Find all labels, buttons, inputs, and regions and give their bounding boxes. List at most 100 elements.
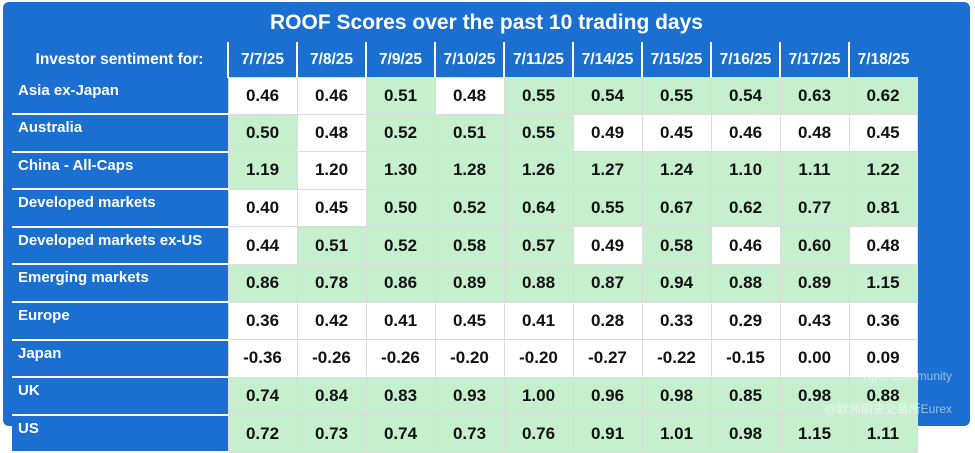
score-cell: 0.57 (503, 226, 574, 265)
score-cell: 1.00 (503, 376, 574, 416)
row-label: Developed markets (12, 189, 228, 228)
table-row: Japan -0.36 -0.26 -0.26 -0.20 -0.20 -0.27 -0.22… (12, 339, 918, 379)
score-cell: 0.52 (365, 226, 436, 265)
score-cell: 1.01 (641, 414, 712, 453)
score-cell: 0.78 (296, 263, 367, 303)
score-cell: -0.27 (572, 339, 643, 378)
score-cell: 0.76 (503, 414, 574, 453)
score-cell: 0.74 (227, 376, 298, 416)
score-cell: 0.45 (296, 188, 367, 228)
score-cell: 0.00 (779, 339, 850, 378)
score-cell: 0.73 (296, 414, 367, 453)
score-cell: 0.49 (572, 113, 643, 153)
score-cell: 0.52 (365, 113, 436, 153)
score-cell: 0.98 (641, 376, 712, 416)
score-cell: 0.52 (434, 188, 505, 228)
score-cell: 0.44 (227, 226, 298, 265)
score-cell: -0.26 (365, 339, 436, 378)
score-cell: 1.30 (365, 151, 436, 190)
score-cell: 0.09 (848, 339, 918, 378)
table-row: Europe 0.36 0.42 0.41 0.45 0.41 0.28 0.33 0.29 0.… (12, 301, 918, 341)
row-label: Emerging markets (12, 264, 228, 304)
score-cell: -0.36 (227, 339, 298, 378)
roof-scores-table: Investor sentiment for: 7/7/25 7/8/25 7/… (12, 42, 918, 453)
date-header: 7/18/25 (848, 42, 917, 78)
row-label: Europe (12, 302, 228, 341)
watermark-line-2: @欧洲期货交易所Eurex (824, 402, 952, 416)
date-header: 7/7/25 (227, 42, 297, 78)
score-cell: 0.91 (572, 414, 643, 453)
table-body: Asia ex-Japan 0.46 0.46 0.51 0.48 0.55 0.54 0.5… (12, 77, 918, 453)
score-cell: 0.49 (572, 226, 643, 265)
score-cell: 0.48 (434, 77, 505, 115)
row-label: China - All-Caps (12, 151, 228, 191)
score-cell: 0.54 (572, 77, 643, 115)
score-cell: 0.96 (572, 376, 643, 416)
table-row: Australia 0.50 0.48 0.52 0.51 0.55 0.49 0.45 0.4… (12, 113, 918, 153)
score-cell: 0.85 (710, 376, 781, 416)
score-cell: 0.58 (434, 226, 505, 265)
score-cell: 0.86 (227, 263, 298, 303)
date-header: 7/11/25 (503, 42, 573, 78)
row-label: UK (12, 377, 228, 416)
table-title: ROOF Scores over the past 10 trading day… (270, 11, 703, 34)
score-cell: 0.81 (848, 188, 918, 228)
score-cell: 0.58 (641, 226, 712, 265)
score-cell: -0.20 (434, 339, 505, 378)
score-cell: 0.48 (296, 113, 367, 153)
date-header: 7/10/25 (434, 42, 504, 78)
score-cell: 0.55 (503, 113, 574, 153)
date-header: 7/8/25 (296, 42, 366, 78)
score-cell: 1.19 (227, 151, 298, 190)
table-row: Developed markets 0.40 0.45 0.50 0.52 0.64 0.5… (12, 188, 918, 228)
score-cell: 0.28 (572, 301, 643, 341)
score-cell: 0.55 (503, 77, 574, 115)
scores-panel: ROOF Scores over the past 10 trading day… (3, 2, 970, 453)
score-cell: 0.41 (503, 301, 574, 341)
table-row: Asia ex-Japan 0.46 0.46 0.51 0.48 0.55 0.54 0.5… (12, 77, 918, 116)
score-cell: 0.74 (365, 414, 436, 453)
date-header: 7/9/25 (365, 42, 435, 78)
row-label: Developed markets ex-US (12, 226, 228, 266)
date-header: 7/17/25 (779, 42, 849, 78)
score-cell: 0.87 (572, 263, 643, 303)
row-label: Asia ex-Japan (12, 77, 228, 116)
score-cell: 0.63 (779, 77, 850, 115)
score-cell: 0.94 (641, 263, 712, 303)
score-cell: 0.42 (296, 301, 367, 341)
score-cell: 1.27 (572, 151, 643, 190)
score-cell: 0.48 (779, 113, 850, 153)
date-header: 7/15/25 (641, 42, 711, 78)
score-cell: 1.15 (779, 414, 850, 453)
watermark-line-1: Tiger Community (861, 369, 952, 383)
score-cell: 0.77 (779, 188, 850, 228)
score-cell: 0.29 (710, 301, 781, 341)
score-cell: 0.88 (503, 263, 574, 303)
score-cell: 0.55 (572, 188, 643, 228)
score-cell: 0.73 (434, 414, 505, 453)
table-row: UK 0.74 0.84 0.83 0.93 1.00 0.96 0.98 0.85 0.98 0.… (12, 376, 918, 416)
header-row: Investor sentiment for: 7/7/25 7/8/25 7/… (12, 42, 917, 78)
table-row: Emerging markets 0.86 0.78 0.86 0.89 0.88 0.87… (12, 263, 918, 304)
row-label: Australia (12, 114, 228, 153)
score-cell: 0.54 (710, 77, 781, 115)
table-row: Developed markets ex-US 0.44 0.51 0.52 0.58 0… (12, 226, 918, 266)
score-cell: -0.20 (503, 339, 574, 378)
score-cell: 0.55 (641, 77, 712, 115)
score-cell: 0.36 (227, 301, 298, 341)
score-cell: 0.93 (434, 376, 505, 416)
score-cell: 0.98 (710, 414, 781, 453)
row-label: Japan (12, 339, 228, 379)
score-cell: 0.62 (848, 77, 918, 115)
score-cell: 1.24 (641, 151, 712, 190)
score-cell: 0.51 (296, 226, 367, 265)
score-cell: 1.22 (848, 151, 918, 190)
score-cell: 0.36 (848, 301, 918, 341)
score-cell: 0.89 (434, 263, 505, 303)
score-cell: -0.15 (710, 339, 781, 378)
score-cell: 0.41 (365, 301, 436, 341)
score-cell: 0.89 (779, 263, 850, 303)
score-cell: 1.11 (779, 151, 850, 190)
score-cell: -0.26 (296, 339, 367, 378)
score-cell: 0.67 (641, 188, 712, 228)
